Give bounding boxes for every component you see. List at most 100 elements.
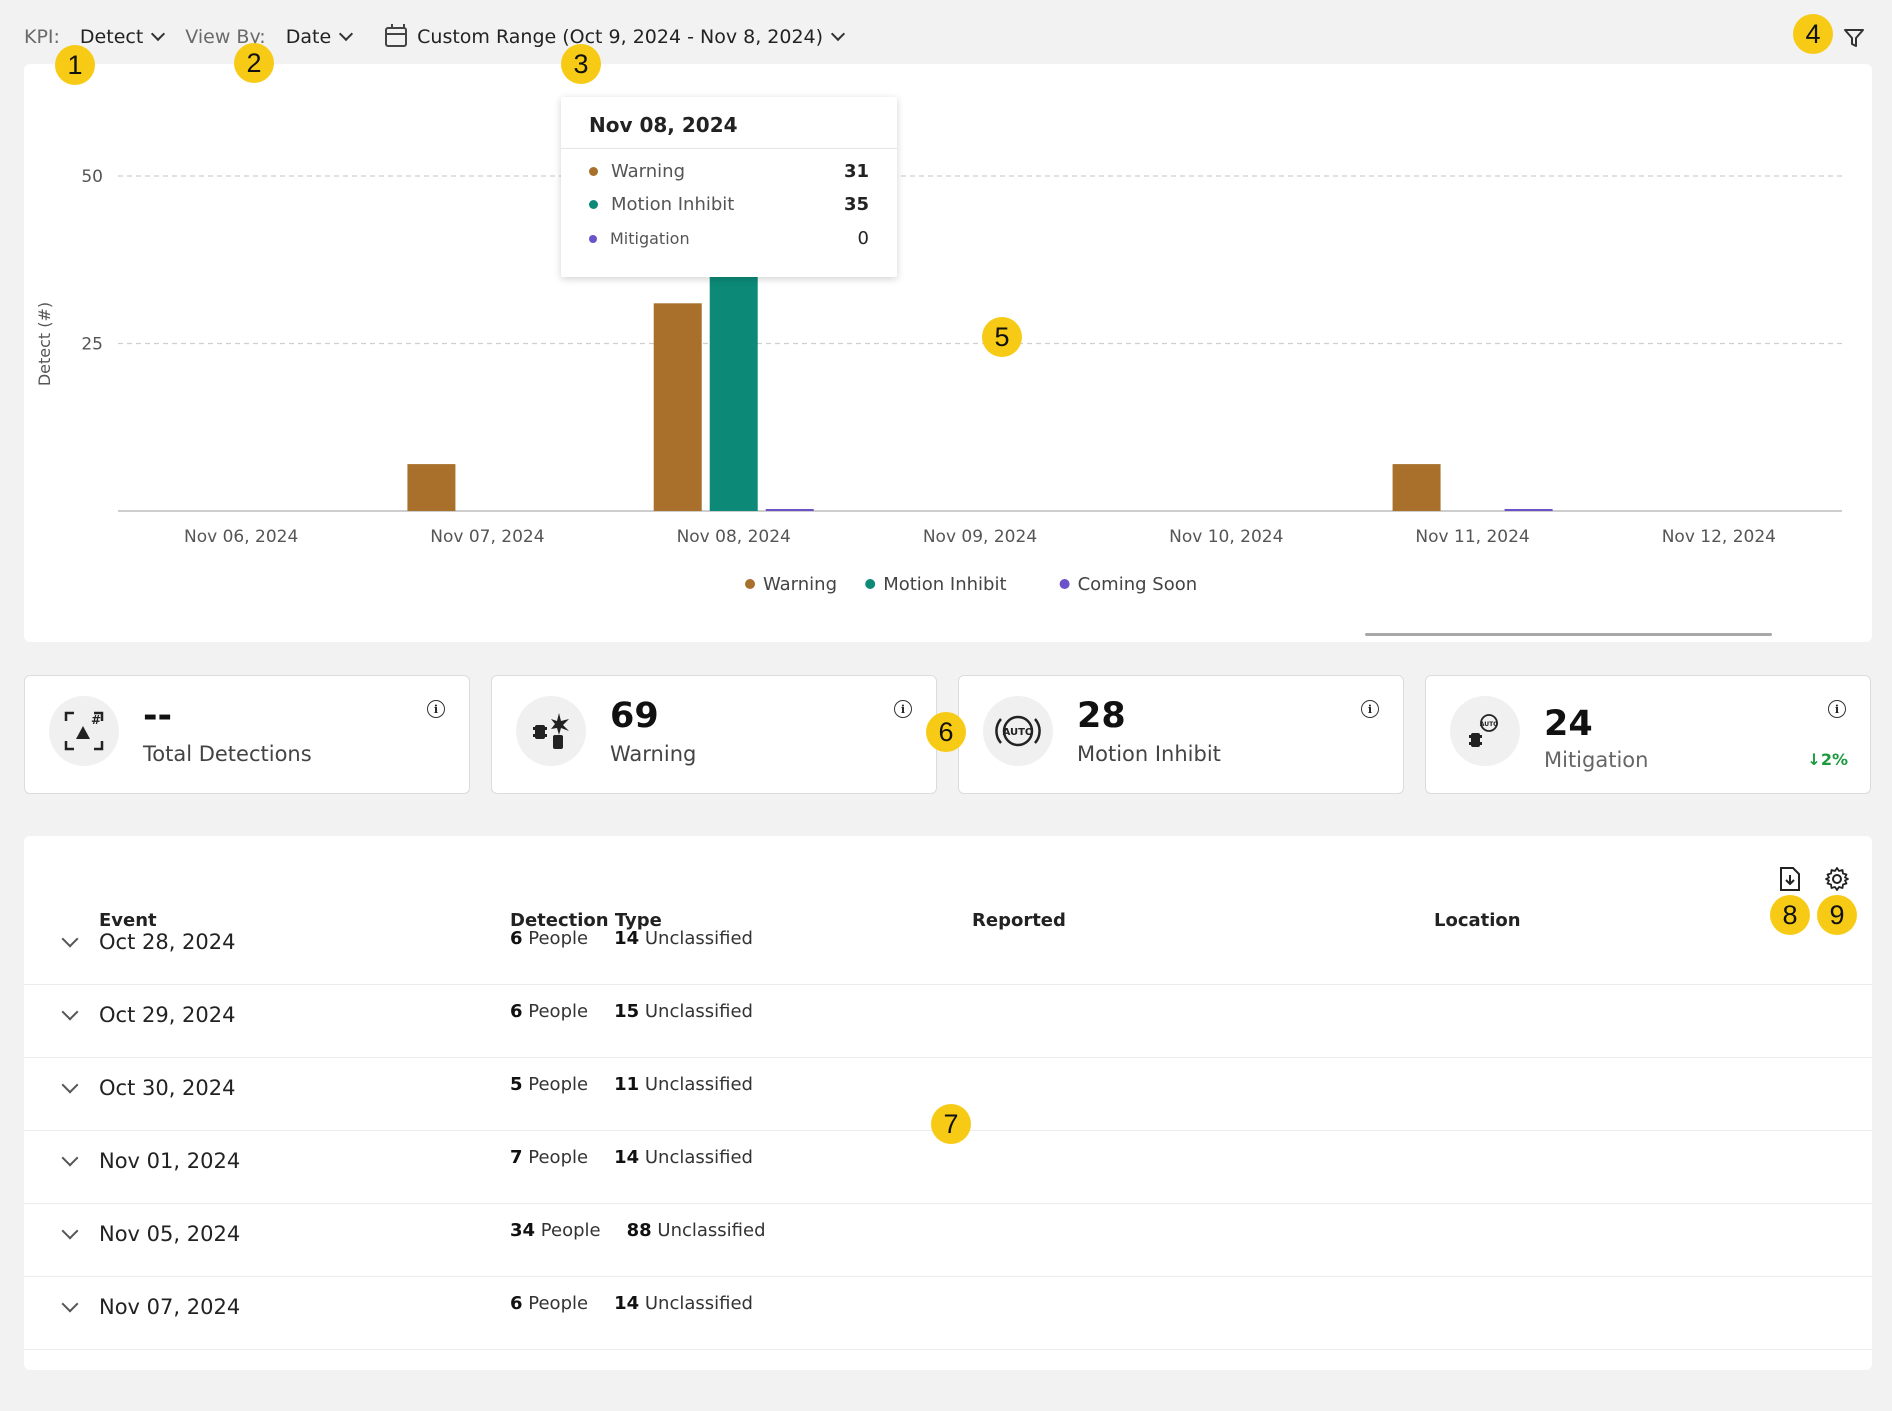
chevron-down-icon	[339, 26, 354, 42]
kpi-card-total-detections: # -- Total Detections i	[24, 675, 470, 794]
auto-brake-icon: AUTO	[983, 696, 1053, 766]
svg-text:#: #	[91, 713, 101, 727]
kpi-card-motion-inhibit: AUTO 28 Motion Inhibit i	[958, 675, 1404, 794]
legend-dot-icon	[865, 579, 876, 589]
info-icon[interactable]: i	[1361, 700, 1379, 718]
chart-card: 25 50 Detect (#) Nov 06, 2024 Nov 07, 2024 No…	[24, 64, 1872, 642]
date-range-dropdown[interactable]: Custom Range (Oct 9, 2024 - Nov 8, 2024)	[385, 24, 846, 48]
detection-type-cell: 5 People 11 Unclassified	[510, 1074, 779, 1095]
legend-item: Coming Soon	[1078, 574, 1198, 595]
tooltip-row-value: 35	[843, 194, 869, 215]
info-icon[interactable]: i	[427, 700, 445, 718]
chevron-down-icon[interactable]	[61, 1076, 79, 1094]
column-header-location[interactable]: Location	[1434, 910, 1521, 931]
kpi-card-warning: 69 Warning i	[491, 675, 937, 794]
callout-badge-2: 2	[234, 43, 274, 83]
table-row[interactable]: Nov 07, 2024 6 People 14 Unclassified	[24, 1277, 1872, 1350]
callout-badge-1: 1	[55, 45, 95, 85]
detection-type-cell: 7 People 14 Unclassified	[510, 1147, 779, 1168]
kpi-value: 69	[610, 696, 659, 736]
y-tick-label: 50	[81, 167, 103, 187]
legend-item: Motion Inhibit	[883, 574, 1006, 595]
chevron-down-icon	[151, 26, 166, 42]
event-date: Oct 30, 2024	[99, 1076, 236, 1100]
bar-motion-inhibit	[709, 276, 758, 511]
tooltip-row-name: Motion Inhibit	[611, 194, 735, 215]
kpi-dropdown[interactable]: Detect	[79, 26, 166, 48]
event-date: Oct 29, 2024	[99, 1003, 236, 1027]
info-icon[interactable]: i	[894, 700, 912, 718]
kpi-value: 24	[1544, 704, 1593, 744]
legend-item: Warning	[763, 574, 837, 595]
toolbar: KPI: Detect View By: Date Custom Range (…	[24, 22, 846, 52]
warning-vehicle-icon	[516, 696, 586, 766]
chart-scrollbar[interactable]	[1365, 633, 1772, 636]
mitigation-icon: AUTO	[1450, 696, 1520, 766]
detection-type-cell: 34 People 88 Unclassified	[510, 1220, 792, 1241]
kpi-card-mitigation: AUTO 24 Mitigation i ↓2%	[1425, 675, 1871, 794]
tooltip-row-name: Mitigation	[610, 229, 690, 248]
mitigation-dot-icon	[589, 234, 597, 243]
people-count: 6 People	[510, 1001, 589, 1022]
unclassified-count: 14 Unclassified	[614, 1293, 753, 1314]
info-icon[interactable]: i	[1828, 700, 1846, 718]
unclassified-count: 11 Unclassified	[614, 1074, 753, 1095]
unclassified-count: 15 Unclassified	[614, 1001, 753, 1022]
tooltip-row-warning: Warning 31	[589, 161, 869, 182]
event-date: Nov 05, 2024	[99, 1222, 241, 1246]
chevron-down-icon[interactable]	[61, 1003, 79, 1021]
people-count: 6 People	[510, 928, 589, 949]
column-header-event[interactable]: Event	[99, 910, 157, 931]
x-tick-label: Nov 06, 2024	[184, 527, 298, 547]
table-row[interactable]: Oct 28, 2024 6 People 14 Unclassified	[24, 912, 1872, 985]
people-count: 7 People	[510, 1147, 589, 1168]
kpi-label: Motion Inhibit	[1077, 742, 1221, 766]
bar-coming-soon	[1504, 508, 1553, 511]
table-row[interactable]: Oct 29, 2024 6 People 15 Unclassified	[24, 985, 1872, 1058]
detection-type-cell: 6 People 14 Unclassified	[510, 1293, 779, 1314]
chevron-down-icon	[830, 26, 846, 42]
chevron-down-icon[interactable]	[61, 1222, 79, 1240]
kpi-dropdown-value: Detect	[79, 26, 144, 48]
column-header-detection-type[interactable]: Detection Type	[510, 910, 662, 931]
chevron-down-icon[interactable]	[61, 1295, 79, 1313]
trend-down-badge: ↓2%	[1807, 750, 1848, 769]
chevron-down-icon[interactable]	[61, 930, 79, 948]
x-tick-label: Nov 11, 2024	[1415, 527, 1529, 547]
people-count: 6 People	[510, 1293, 589, 1314]
tooltip-row-value: 31	[843, 161, 869, 182]
warning-dot-icon	[589, 167, 598, 176]
people-count: 34 People	[510, 1220, 601, 1241]
tooltip-row-value: 0	[857, 228, 869, 249]
chart-tooltip: Nov 08, 2024 Warning 31 Motion Inhibit 3…	[561, 97, 897, 277]
svg-text:AUTO: AUTO	[1480, 721, 1499, 728]
filter-icon[interactable]	[1843, 27, 1865, 49]
settings-gear-icon[interactable]	[1824, 866, 1850, 892]
detection-type-cell: 6 People 14 Unclassified	[510, 928, 779, 949]
x-tick-label: Nov 09, 2024	[923, 527, 1037, 547]
legend-dot-icon	[1059, 579, 1070, 589]
legend-dot-icon	[745, 579, 755, 589]
kpi-label: Mitigation	[1544, 748, 1649, 772]
viewby-dropdown[interactable]: Date	[286, 26, 354, 48]
callout-badge-8: 8	[1770, 895, 1810, 935]
callout-badge-9: 9	[1817, 895, 1857, 935]
chevron-down-icon[interactable]	[61, 1149, 79, 1167]
x-tick-label: Nov 07, 2024	[430, 527, 544, 547]
table-row[interactable]: Nov 05, 2024 34 People 88 Unclassified	[24, 1204, 1872, 1277]
event-date: Nov 01, 2024	[99, 1149, 241, 1173]
callout-badge-5: 5	[982, 317, 1022, 357]
svg-text:AUTO: AUTO	[1003, 727, 1034, 738]
callout-badge-4: 4	[1793, 14, 1833, 54]
column-header-reported[interactable]: Reported	[972, 910, 1066, 931]
people-count: 5 People	[510, 1074, 589, 1095]
detection-count-icon: #	[49, 696, 119, 766]
x-tick-label: Nov 08, 2024	[677, 527, 791, 547]
export-file-icon[interactable]	[1779, 866, 1801, 892]
tooltip-row-motion-inhibit: Motion Inhibit 35	[589, 194, 869, 215]
table-row[interactable]: Nov 01, 2024 7 People 14 Unclassified	[24, 1131, 1872, 1204]
callout-badge-6: 6	[926, 712, 966, 752]
unclassified-count: 14 Unclassified	[614, 928, 753, 949]
kpi-value: --	[143, 696, 173, 736]
tooltip-divider	[561, 148, 897, 149]
